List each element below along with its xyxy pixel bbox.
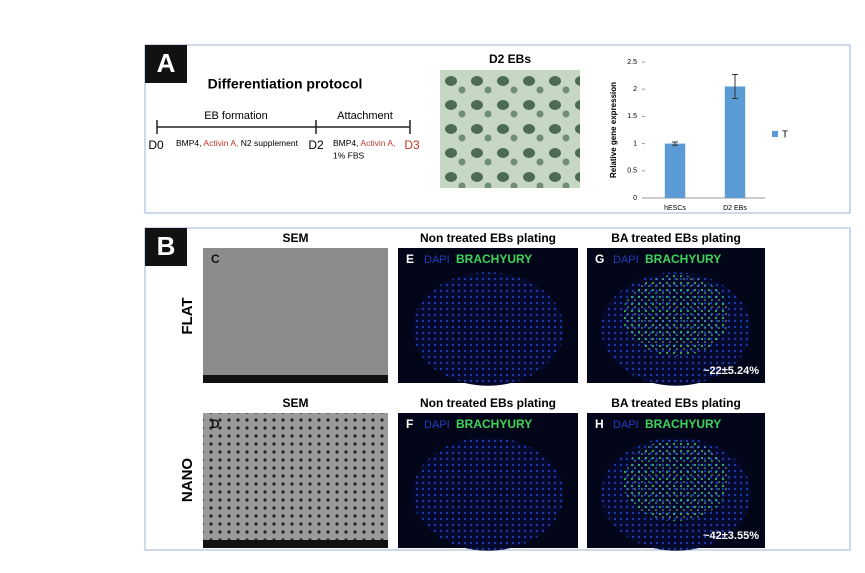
brachyury-signal <box>622 440 730 521</box>
cell-colony <box>412 272 564 386</box>
day: D0 <box>148 138 164 152</box>
panel-label: B <box>157 231 176 261</box>
stain-label: DAPI <box>613 419 639 431</box>
panel-title: Non treated EBs plating <box>420 396 556 410</box>
panel-title: Non treated EBs plating <box>420 231 556 245</box>
legend-swatch <box>772 131 778 137</box>
stage2: BMP4, Activin A, <box>333 138 395 148</box>
stain-label: DAPI <box>613 254 639 266</box>
y-tick-label: 0 <box>633 195 637 202</box>
y-tick-label: 1.5 <box>627 113 637 120</box>
label-box <box>145 45 187 83</box>
stain-label: DAPI <box>424 254 450 266</box>
panel-a-frame <box>144 44 851 214</box>
label-box <box>145 228 187 266</box>
panel-letter: H <box>595 417 604 431</box>
stage1: BMP4, Activin A, N2 supplement <box>176 138 299 148</box>
x-tick-label: hESCs <box>664 205 686 212</box>
bar <box>664 143 686 198</box>
panel-letter: D <box>211 417 220 431</box>
row-label: FLAT <box>179 297 196 334</box>
sem-infobar <box>203 540 388 548</box>
sem-image <box>203 413 388 548</box>
stage2-extra: 1% FBS <box>333 150 365 160</box>
protocol-title: Differentiation protocol <box>208 76 363 92</box>
stain-label: BRACHYURY <box>645 417 721 431</box>
y-tick-label: 0.5 <box>627 168 637 175</box>
phase: Attachment <box>337 110 393 122</box>
day: D2 <box>308 138 324 152</box>
stain-label: BRACHYURY <box>456 417 532 431</box>
panel-title: BA treated EBs plating <box>611 231 741 245</box>
y-tick-label: 1 <box>633 140 637 147</box>
percent: ~22±5.24% <box>703 365 759 377</box>
error-bar <box>732 74 738 99</box>
phase: EB formation <box>204 110 268 122</box>
stain-label: BRACHYURY <box>645 252 721 266</box>
brachyury-signal <box>622 275 730 356</box>
y-axis-label: Relative gene expression <box>609 82 618 178</box>
cell-colony <box>412 437 564 551</box>
day: D3 <box>404 138 420 152</box>
error-bar <box>672 141 678 146</box>
y-tick-label: 2 <box>633 86 637 93</box>
panel-letter: F <box>406 417 413 431</box>
legend-label: T <box>782 130 788 141</box>
y-tick-label: 2.5 <box>627 59 637 66</box>
x-tick-label: D2 EBs <box>723 205 747 212</box>
panel-letter: G <box>595 252 604 266</box>
panel-label: A <box>157 48 176 78</box>
panel-letter: E <box>406 252 414 266</box>
stain-label: BRACHYURY <box>456 252 532 266</box>
panel-letter: C <box>211 252 220 266</box>
stain-label: DAPI <box>424 419 450 431</box>
sem-image <box>203 248 388 383</box>
row-label: NANO <box>179 458 196 502</box>
panel-title: BA treated EBs plating <box>611 396 741 410</box>
sem-infobar <box>203 375 388 383</box>
image-title: D2 EBs <box>489 52 531 66</box>
percent: ~42±3.55% <box>703 530 759 542</box>
eb-image <box>440 70 580 188</box>
bar <box>724 86 746 198</box>
panel-title: SEM <box>282 396 308 410</box>
panel-title: SEM <box>282 231 308 245</box>
